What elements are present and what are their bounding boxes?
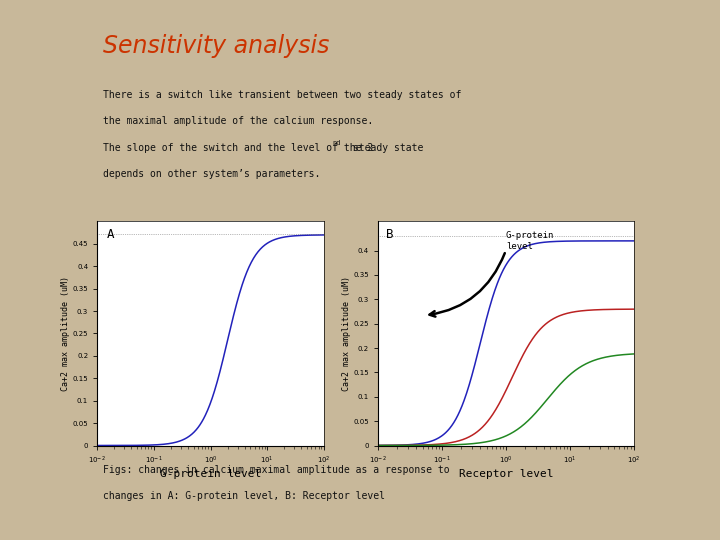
Text: steady state: steady state — [347, 143, 423, 153]
Text: the maximal amplitude of the calcium response.: the maximal amplitude of the calcium res… — [103, 116, 373, 126]
Text: depends on other system’s parameters.: depends on other system’s parameters. — [103, 169, 320, 179]
Text: A: A — [107, 228, 114, 241]
Text: G-protein
level: G-protein level — [505, 231, 554, 251]
X-axis label: Receptor level: Receptor level — [459, 469, 553, 478]
Text: Sensitivity analysis: Sensitivity analysis — [103, 34, 329, 58]
Y-axis label: Ca+2 max amplitude (uM): Ca+2 max amplitude (uM) — [341, 276, 351, 391]
Text: The slope of the switch and the level of the 2: The slope of the switch and the level of… — [103, 143, 373, 153]
Text: There is a switch like transient between two steady states of: There is a switch like transient between… — [103, 90, 462, 100]
X-axis label: G-protein level: G-protein level — [160, 469, 261, 478]
Text: changes in A: G-protein level, B: Receptor level: changes in A: G-protein level, B: Recept… — [103, 491, 384, 501]
Text: nd: nd — [332, 140, 341, 146]
Y-axis label: Ca+2 max amplitude (uM): Ca+2 max amplitude (uM) — [60, 276, 70, 391]
Text: Figs: changes in calcium maximal amplitude as a response to: Figs: changes in calcium maximal amplitu… — [103, 465, 449, 475]
Text: B: B — [386, 228, 393, 241]
